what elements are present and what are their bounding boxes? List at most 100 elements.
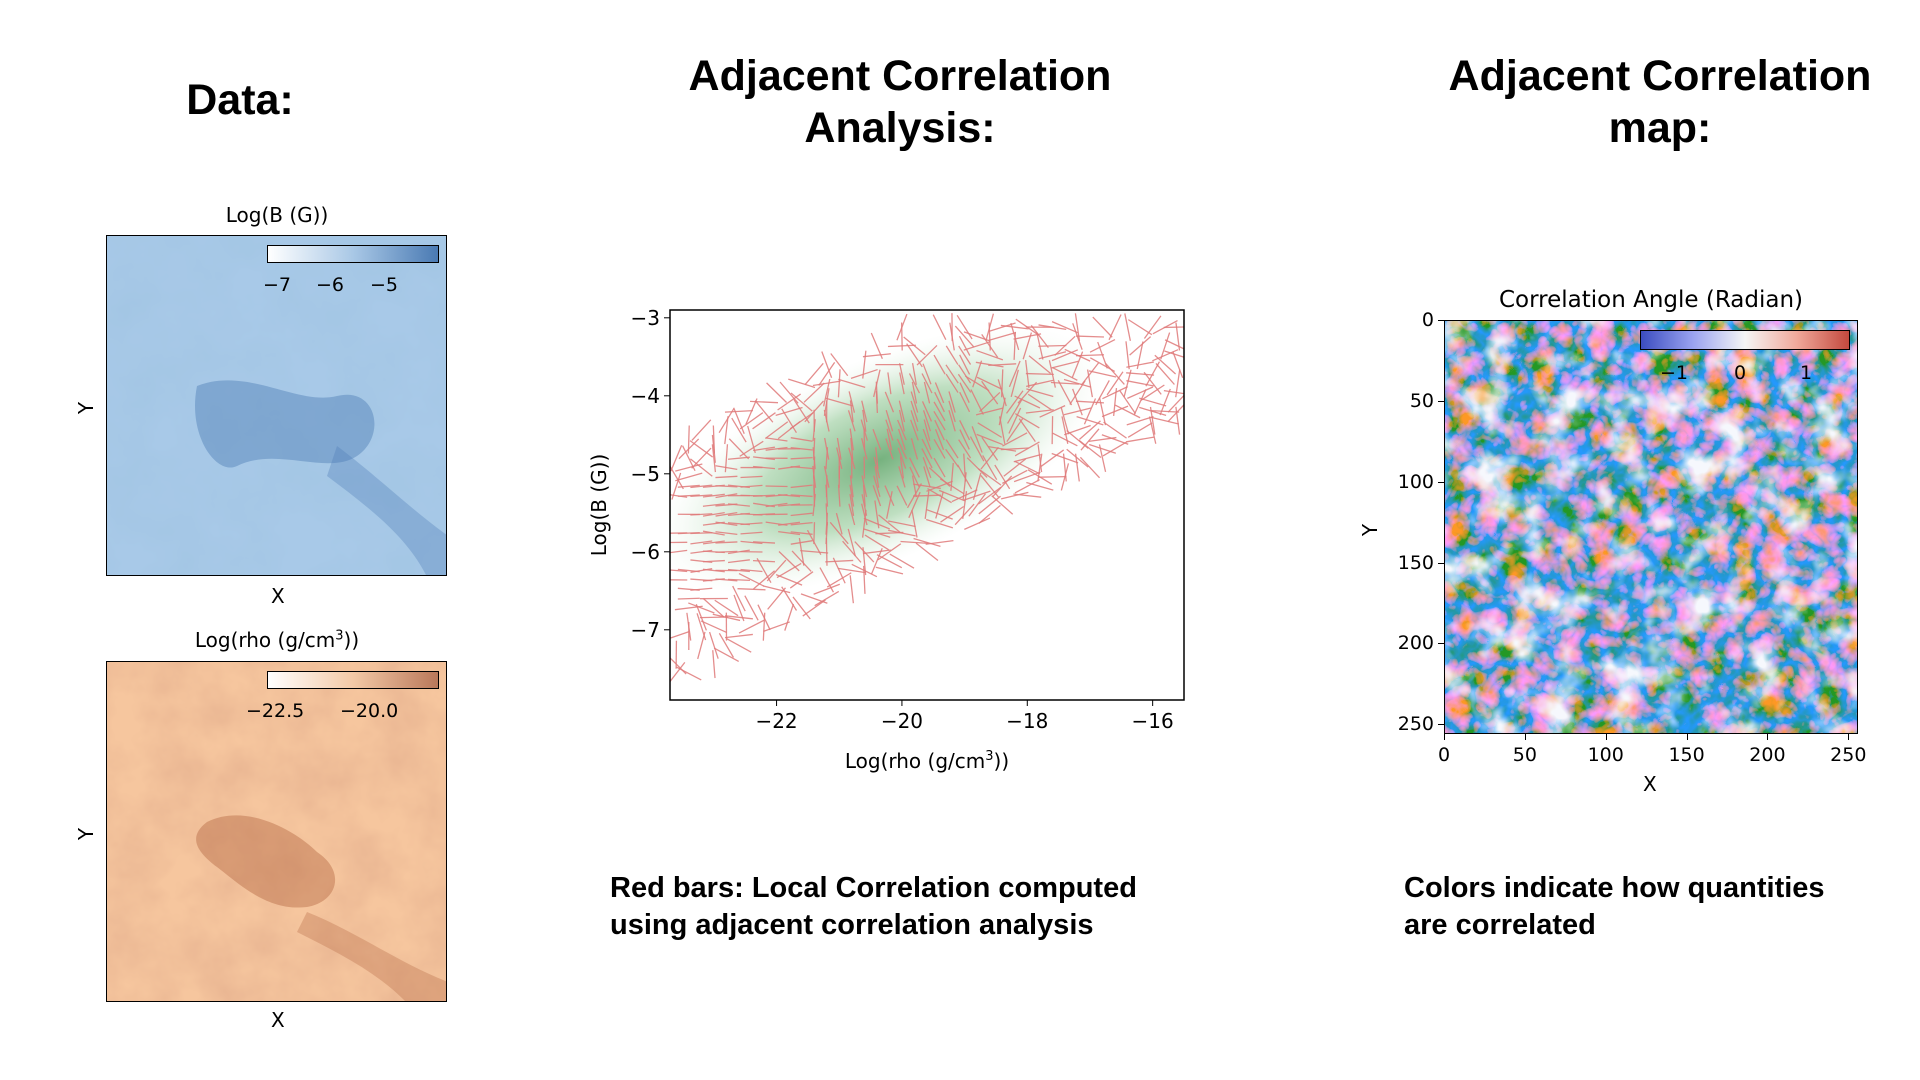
- correlation-bar: [677, 597, 700, 600]
- correlation-bar: [765, 502, 788, 508]
- correlation-bar: [733, 594, 745, 622]
- correlation-bar: [700, 620, 727, 634]
- correlation-bar: [1102, 386, 1128, 400]
- b-panel-xlabel: X: [271, 584, 285, 608]
- correlation-bar: [992, 475, 1013, 498]
- correlation-bar: [966, 457, 988, 478]
- correlation-bar: [727, 568, 750, 573]
- correlation-bar: [670, 549, 688, 554]
- map-x-tick-mark: [1444, 734, 1445, 740]
- map-x-tick-label: 250: [1830, 744, 1867, 766]
- correlation-bar: [792, 596, 811, 620]
- correlation-bar: [861, 494, 868, 516]
- correlation-bar: [981, 380, 999, 405]
- map-heading-line1: Adjacent Correlation: [1448, 52, 1872, 100]
- correlation-bar: [1066, 448, 1089, 468]
- aca-xlabel-suffix: )): [994, 749, 1010, 773]
- correlation-bar: [727, 456, 750, 460]
- correlation-bar: [933, 438, 946, 459]
- correlation-bar: [696, 613, 707, 641]
- correlation-bar: [804, 362, 824, 386]
- correlation-bar: [850, 437, 854, 460]
- correlation-bar: [1126, 380, 1154, 387]
- correlation-bar: [1108, 314, 1122, 341]
- correlation-bar: [702, 503, 725, 507]
- y-tick-label: −7: [631, 618, 660, 642]
- correlation-bar: [884, 391, 895, 413]
- correlation-bar: [921, 373, 933, 394]
- correlation-bar: [1088, 370, 1117, 378]
- correlation-bar: [1051, 321, 1079, 334]
- correlation-bar: [861, 475, 868, 498]
- correlation-bar: [671, 472, 682, 500]
- correlation-bar: [910, 400, 919, 423]
- correlation-bar: [690, 513, 713, 516]
- correlation-bar: [715, 493, 738, 499]
- correlation-bar: [690, 587, 713, 591]
- correlation-bar: [689, 440, 714, 458]
- aca-chart: −22 −20 −18 −16 −3 −4 −5 −6 −7 Log(B (G)) Log(rh…: [587, 306, 1185, 773]
- correlation-bar: [670, 569, 688, 573]
- correlation-bar: [948, 391, 956, 413]
- correlation-bar: [964, 375, 990, 392]
- correlation-bar: [690, 484, 713, 489]
- correlation-bar: [850, 368, 878, 379]
- correlation-bar: [727, 559, 750, 564]
- correlation-bar: [778, 493, 801, 498]
- correlation-bar: [954, 503, 975, 526]
- map-x-tick-mark: [1605, 734, 1607, 740]
- correlation-bar: [1072, 388, 1083, 416]
- correlation-bar: [921, 448, 933, 469]
- correlation-bar: [870, 332, 883, 359]
- correlation-bar: [670, 494, 688, 498]
- correlation-bar: [875, 566, 904, 575]
- correlation-bar: [1086, 369, 1094, 398]
- correlation-bar: [837, 567, 866, 574]
- correlation-bar: [921, 401, 933, 422]
- correlation-bar: [862, 547, 867, 576]
- correlation-bar: [911, 363, 917, 385]
- correlation-bar: [898, 400, 906, 423]
- correlation-bar: [1027, 393, 1052, 411]
- rho-panel-ylabel: Y: [74, 827, 99, 841]
- correlation-bar: [963, 341, 991, 351]
- correlation-bar: [933, 354, 946, 375]
- correlation-bar: [1167, 403, 1184, 422]
- correlation-bar: [1001, 369, 1004, 398]
- correlation-bar: [835, 512, 843, 535]
- correlation-bar: [875, 447, 879, 470]
- correlation-bar: [779, 381, 799, 404]
- correlation-bar: [826, 572, 852, 588]
- correlation-bar: [1010, 322, 1020, 351]
- correlation-bar: [825, 503, 828, 526]
- correlation-bar: [1126, 361, 1154, 368]
- correlation-bar: [1054, 335, 1076, 356]
- b-colorbar-tick: −5: [370, 274, 399, 296]
- correlation-bar: [1060, 463, 1070, 491]
- map-x-tick-mark: [1848, 734, 1850, 740]
- correlation-bar: [712, 650, 716, 679]
- correlation-bar: [1064, 424, 1091, 436]
- correlation-bar: [823, 466, 830, 488]
- correlation-bar: [948, 400, 956, 423]
- correlation-bar: [978, 486, 1002, 505]
- map-x-tick-mark: [1767, 734, 1769, 740]
- corr-colorbar-tick: 1: [1800, 362, 1813, 384]
- correlation-bar: [1124, 313, 1131, 342]
- x-tick-label: −16: [1132, 709, 1174, 733]
- b-colorbar-tick: −6: [316, 274, 345, 296]
- correlation-bar: [908, 457, 920, 478]
- correlation-bar: [956, 314, 973, 340]
- correlation-bar: [711, 444, 717, 473]
- corr-map-texture: [1445, 321, 1857, 733]
- correlation-bar: [938, 489, 966, 502]
- analysis-caption-line2: using adjacent correlation analysis: [610, 909, 1094, 941]
- correlation-bar: [958, 364, 972, 384]
- correlation-bar: [1119, 390, 1136, 414]
- correlation-bar: [1175, 369, 1181, 398]
- correlation-bar: [860, 419, 869, 441]
- correlation-bar: [887, 372, 892, 395]
- correlation-bar: [922, 428, 932, 451]
- correlation-bar: [847, 528, 856, 557]
- correlation-bar: [849, 484, 855, 507]
